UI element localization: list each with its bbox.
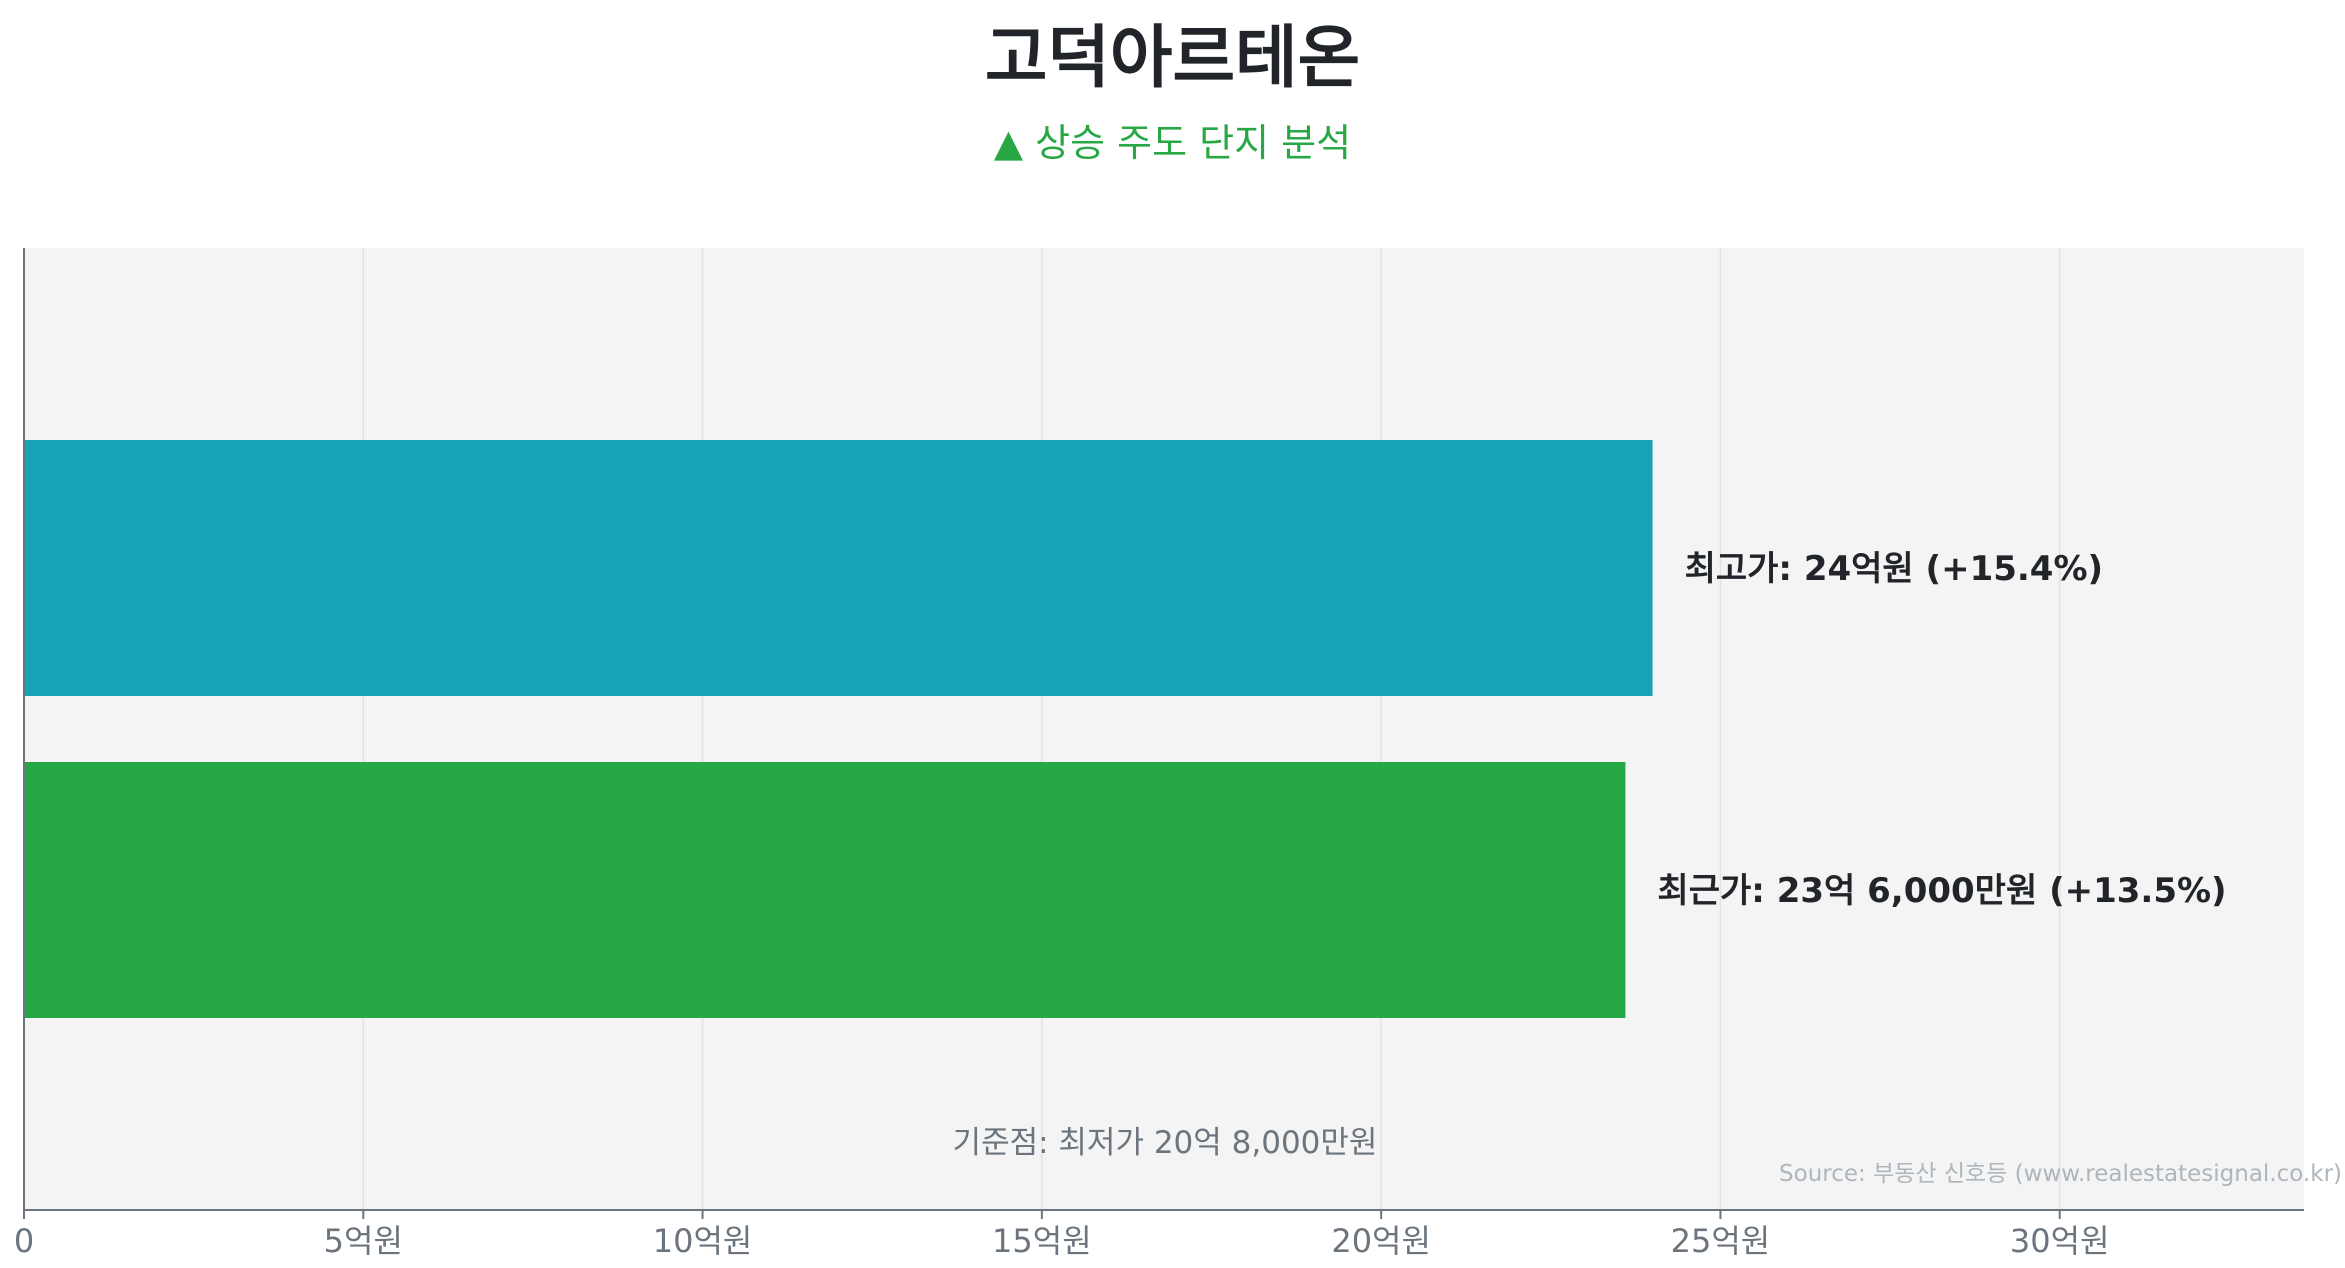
source-note: Source: 부동산 신호등 (www.realestatesignal.co… xyxy=(1779,1161,2342,1187)
bar-recent[interactable] xyxy=(24,762,1626,1018)
x-tick-label: 0 xyxy=(14,1222,34,1260)
data-label: 최근가: 23억 6,000만원 (+13.5%) xyxy=(1657,871,2226,911)
x-tick-label: 25억원 xyxy=(1671,1222,1771,1260)
data-label: 최고가: 24억원 (+15.4%) xyxy=(1685,549,2104,589)
x-tick-label: 15억원 xyxy=(992,1222,1092,1260)
bar-highest[interactable] xyxy=(24,440,1653,696)
plot-background xyxy=(24,248,2304,1210)
chart-title: 고덕아르테온 xyxy=(984,19,1361,98)
baseline-annotation: 기준점: 최저가 20억 8,000만원 xyxy=(953,1125,1378,1161)
chart-subtitle: ▲ 상승 주도 단지 분석 xyxy=(993,121,1352,165)
x-tick-label: 20억원 xyxy=(1331,1222,1431,1260)
x-tick-label: 5억원 xyxy=(324,1222,403,1260)
x-tick-label: 10억원 xyxy=(653,1222,753,1260)
x-tick-label: 30억원 xyxy=(2010,1222,2110,1260)
